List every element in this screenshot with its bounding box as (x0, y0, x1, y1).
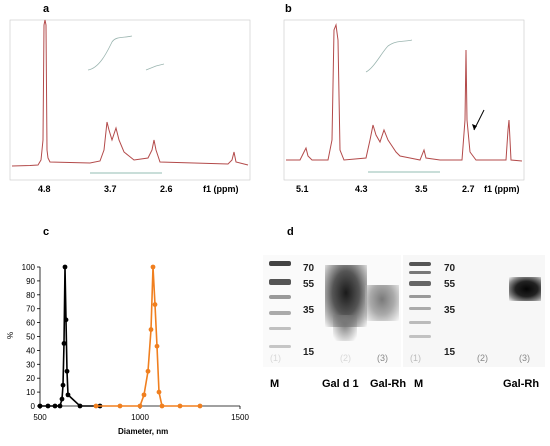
series-2-point (154, 343, 160, 349)
series-1-point (45, 403, 51, 409)
y-axis-label: % (6, 332, 15, 339)
marker-35-left: 35 (303, 305, 315, 316)
marker-70-right: 70 (444, 263, 456, 274)
tick-b-2: 4.3 (355, 184, 368, 194)
series-2-point (141, 392, 147, 398)
y-tick-label: 30 (26, 360, 35, 369)
tick-a-3: 2.6 (160, 184, 173, 194)
panel-c-letter: c (43, 226, 50, 238)
series-1-point (60, 382, 66, 388)
series-2-point (156, 389, 162, 395)
tick-b-1: 5.1 (296, 184, 309, 194)
series-2-point (93, 403, 99, 409)
blot-bottom-gald1: Gal d 1 (322, 378, 359, 390)
lane-1-right: (1) (410, 353, 421, 363)
marker-35-right: 35 (444, 305, 456, 316)
nmr-trace-a (11, 19, 249, 167)
lane-3-left: (3) (377, 353, 388, 363)
panel-a-letter: a (43, 3, 50, 15)
series-2-point (177, 403, 183, 409)
y-tick-label: 100 (22, 263, 36, 272)
y-tick-label: 10 (26, 388, 35, 397)
blot-left (263, 255, 401, 367)
series-2-point (117, 403, 123, 409)
series-1-point (64, 368, 70, 374)
axis-unit-a: f1 (ppm) (203, 184, 239, 194)
x-tick-label: 500 (33, 413, 47, 422)
series-line-1 (40, 266, 100, 407)
y-tick-label: 40 (26, 346, 35, 355)
blot-bottom-galrh-right: Gal-Rh (503, 378, 540, 390)
western-blot: 70 55 35 15 70 55 35 15 (1) (2) (3) (1) … (263, 255, 545, 367)
tick-b-4: 2.7 (462, 184, 475, 194)
series-1-point (65, 392, 71, 398)
marker-15-left: 15 (303, 347, 315, 358)
series-1-point (37, 403, 43, 409)
lane-2-left: (2) (340, 353, 351, 363)
y-tick-label: 80 (26, 291, 35, 300)
series-1-point (63, 317, 69, 323)
series-line-2 (96, 266, 200, 407)
axis-unit-b: f1 (ppm) (484, 184, 520, 194)
series-2-point (197, 403, 203, 409)
y-tick-label: 90 (26, 277, 35, 286)
series-1-point (59, 396, 65, 402)
x-axis-label: Diameter, nm (118, 427, 168, 436)
series-2-point (150, 264, 156, 270)
series-2-point (159, 403, 165, 409)
marker-70-left: 70 (303, 263, 315, 274)
series-2-point (137, 403, 143, 409)
blot-bottom-m-right: M (414, 378, 424, 390)
tick-a-1: 4.8 (38, 184, 51, 194)
series-2-point (145, 368, 151, 374)
series-1-point (62, 264, 68, 270)
lane-3-right: (3) (519, 353, 530, 363)
series-1-point (61, 341, 67, 346)
nmr-trace-b (286, 23, 523, 162)
panel-b-letter: b (285, 3, 292, 15)
series-2-point (152, 302, 158, 307)
marker-55-right: 55 (444, 279, 456, 290)
x-tick-label: 1500 (231, 413, 249, 422)
y-tick-label: 0 (31, 402, 36, 411)
y-tick-label: 20 (26, 374, 35, 383)
blot-right (403, 255, 545, 367)
series-2-point (148, 327, 154, 332)
marker-55-left: 55 (303, 279, 315, 290)
x-tick-label: 1000 (131, 413, 149, 422)
y-tick-label: 70 (26, 305, 35, 314)
panel-d-letter: d (287, 226, 294, 238)
series-1-point (57, 403, 63, 409)
blot-bottom-galrh-left: Gal-Rh (370, 378, 407, 390)
series-1-point (52, 403, 58, 409)
y-tick-label: 60 (26, 319, 35, 328)
series-1-point (77, 403, 83, 409)
lane-1-left: (1) (270, 353, 281, 363)
lane-2-right: (2) (477, 353, 488, 363)
tick-b-3: 3.5 (415, 184, 428, 194)
y-tick-label: 50 (26, 333, 35, 342)
blot-bottom-m-left: M (270, 378, 280, 390)
marker-15-right: 15 (444, 347, 456, 358)
tick-a-2: 3.7 (104, 184, 117, 194)
